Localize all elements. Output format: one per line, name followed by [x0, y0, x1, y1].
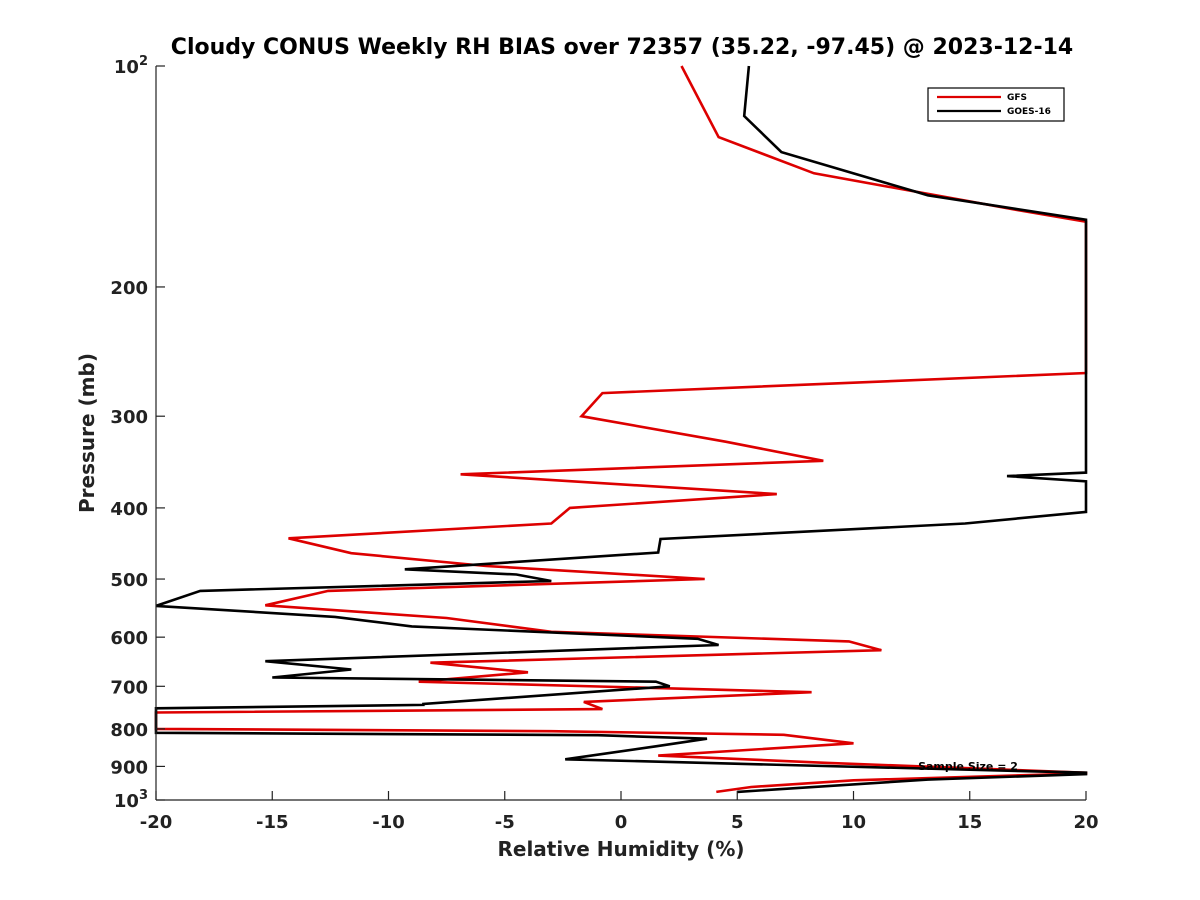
- y-tick-label: 500: [110, 570, 148, 591]
- series-layer: [154, 65, 1088, 794]
- y-tick-label: 102: [114, 54, 148, 78]
- series-line-goes-16: [154, 65, 1088, 794]
- x-tick-label: 5: [731, 812, 744, 833]
- x-tick-label: 0: [615, 812, 628, 833]
- y-tick-label: 103: [114, 788, 148, 812]
- x-tick-label: 15: [957, 812, 982, 833]
- x-tick-label: -10: [372, 812, 405, 833]
- x-tick-label: -20: [140, 812, 173, 833]
- y-tick-label: 400: [110, 499, 148, 520]
- legend-label-goes-16: GOES-16: [1007, 107, 1051, 117]
- y-tick-label: 300: [110, 407, 148, 428]
- sample-size-annotation: Sample Size = 2: [918, 760, 1018, 773]
- x-tick-label: 10: [841, 812, 866, 833]
- legend-box: [927, 87, 1065, 122]
- y-tick-label: 200: [110, 278, 148, 299]
- legend: GFS GOES-16: [927, 87, 1065, 122]
- ticks-layer: -20 -15 -10 -5 0 5 10 15 20 102 200 300 400 500 600 700…: [110, 54, 1098, 833]
- x-tick-label: 20: [1073, 812, 1098, 833]
- y-tick-label: 800: [110, 720, 148, 741]
- series-line-gfs: [154, 65, 1088, 794]
- y-tick-label: 700: [110, 677, 148, 698]
- x-axis-label: Relative Humidity (%): [497, 837, 744, 861]
- y-tick-label: 900: [110, 757, 148, 778]
- chart-title: Cloudy CONUS Weekly RH BIAS over 72357 (…: [171, 35, 1073, 60]
- legend-label-gfs: GFS: [1007, 93, 1027, 103]
- y-axis-label: Pressure (mb): [75, 353, 99, 513]
- x-tick-label: -15: [256, 812, 289, 833]
- y-tick-label: 600: [110, 628, 148, 649]
- x-tick-label: -5: [495, 812, 515, 833]
